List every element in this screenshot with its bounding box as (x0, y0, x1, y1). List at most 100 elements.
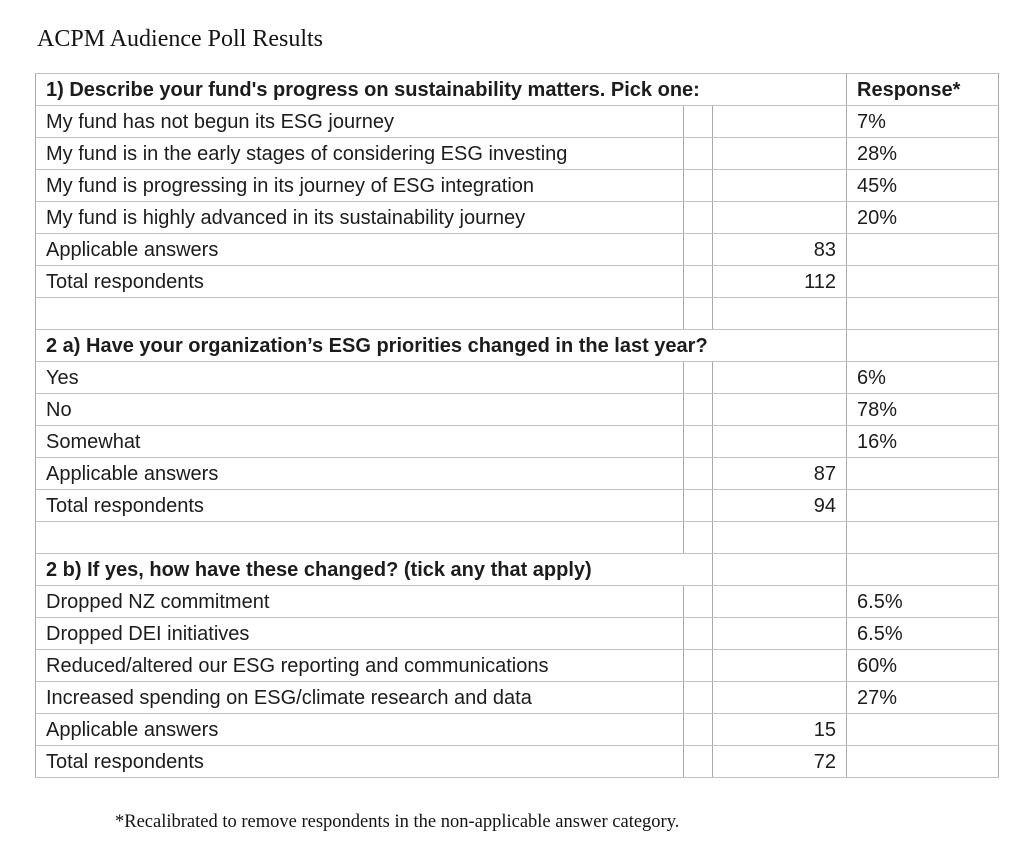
response-cell (846, 233, 1000, 266)
spacer-cell (683, 169, 713, 202)
count-cell (711, 425, 848, 458)
spacer-cell (683, 233, 713, 266)
spacer-cell (683, 681, 713, 714)
answer-label-cell: No (35, 393, 684, 426)
empty-cell (846, 553, 1000, 586)
response-cell (846, 713, 1000, 746)
section-2a-header-row: 2 a) Have your organization’s ESG priori… (34, 329, 1000, 362)
answer-row: Dropped DEI initiatives 6.5% (35, 617, 1000, 650)
count-cell (711, 617, 848, 650)
footnote: *Recalibrated to remove respondents in t… (115, 812, 680, 832)
answer-row: My fund is highly advanced in its sustai… (35, 201, 1000, 234)
response-cell: 78% (846, 393, 1000, 426)
answer-label-cell: My fund is in the early stages of consid… (35, 137, 684, 170)
total-respondents-row: Total respondents 112 (35, 265, 1000, 298)
answer-label-cell: Reduced/altered our ESG reporting and co… (35, 649, 684, 682)
total-respondents-row: Total respondents 94 (35, 489, 1000, 522)
stat-label-cell: Applicable answers (35, 713, 684, 746)
spacer-cell (683, 425, 713, 458)
response-cell: 6% (846, 361, 1000, 394)
applicable-answers-row: Applicable answers 87 (35, 457, 1000, 490)
stat-label-cell: Total respondents (35, 265, 684, 298)
response-cell: 45% (846, 169, 1000, 202)
answer-label-cell: My fund is highly advanced in its sustai… (35, 201, 684, 234)
response-cell (846, 489, 1000, 522)
response-cell (846, 457, 1000, 490)
answer-row: My fund is progressing in its journey of… (35, 169, 1000, 202)
answer-label-cell: Dropped DEI initiatives (35, 617, 684, 650)
answer-row: Yes 6% (35, 361, 1000, 394)
section-2b-header-row: 2 b) If yes, how have these changed? (ti… (35, 553, 1000, 586)
empty-cell (846, 329, 1000, 362)
empty-cell (35, 297, 684, 330)
total-respondents-row: Total respondents 72 (35, 745, 1000, 778)
section-1-header-row: 1) Describe your fund's progress on sust… (34, 73, 1000, 106)
answer-label-cell: Increased spending on ESG/climate resear… (35, 681, 684, 714)
empty-cell (846, 297, 1000, 330)
spacer-cell (683, 745, 713, 778)
count-cell: 94 (711, 489, 848, 522)
page-title: ACPM Audience Poll Results (37, 26, 324, 52)
spacer-cell (683, 489, 713, 522)
answer-row: Dropped NZ commitment 6.5% (35, 585, 1000, 618)
count-cell (711, 201, 848, 234)
answer-label-cell: My fund has not begun its ESG journey (35, 105, 684, 138)
spacer-cell (683, 137, 713, 170)
answer-label-cell: Somewhat (35, 425, 684, 458)
response-cell: 16% (846, 425, 1000, 458)
spacer-cell (683, 649, 713, 682)
question-2b-header-cell: 2 b) If yes, how have these changed? (ti… (35, 553, 713, 586)
count-cell (711, 137, 848, 170)
spacer-cell (683, 457, 713, 490)
empty-cell (711, 297, 848, 330)
stat-label-cell: Total respondents (35, 489, 684, 522)
spacer-cell (683, 585, 713, 618)
answer-row: Reduced/altered our ESG reporting and co… (35, 649, 1000, 682)
empty-cell (35, 521, 684, 554)
stat-label-cell: Applicable answers (35, 457, 684, 490)
answer-row: My fund is in the early stages of consid… (35, 137, 1000, 170)
response-cell: 60% (846, 649, 1000, 682)
count-cell: 72 (711, 745, 848, 778)
spacer-cell (683, 617, 713, 650)
spacer-cell (683, 521, 713, 554)
spacer-cell (683, 393, 713, 426)
response-cell: 28% (846, 137, 1000, 170)
response-cell: 27% (846, 681, 1000, 714)
response-cell: 6.5% (846, 585, 1000, 618)
count-cell (711, 681, 848, 714)
spacer-cell (683, 297, 713, 330)
question-1-header-cell: 1) Describe your fund's progress on sust… (34, 73, 848, 106)
count-cell: 112 (711, 265, 848, 298)
count-cell: 83 (711, 233, 848, 266)
empty-cell (846, 521, 1000, 554)
count-cell (711, 361, 848, 394)
applicable-answers-row: Applicable answers 83 (35, 233, 1000, 266)
empty-cell (711, 521, 848, 554)
stat-label-cell: Applicable answers (35, 233, 684, 266)
count-cell (711, 393, 848, 426)
response-cell: 7% (846, 105, 1000, 138)
spacer-cell (683, 361, 713, 394)
answer-label-cell: Yes (35, 361, 684, 394)
count-cell: 87 (711, 457, 848, 490)
spacer-cell (683, 201, 713, 234)
answer-row: No 78% (35, 393, 1000, 426)
count-cell (711, 649, 848, 682)
answer-row: Increased spending on ESG/climate resear… (35, 681, 1000, 714)
spacer-cell (683, 105, 713, 138)
count-cell (711, 105, 848, 138)
answer-label-cell: My fund is progressing in its journey of… (35, 169, 684, 202)
separator-row (35, 521, 1000, 554)
count-cell (711, 585, 848, 618)
spacer-cell (683, 265, 713, 298)
poll-results-table: 1) Describe your fund's progress on sust… (34, 73, 1000, 778)
answer-row: My fund has not begun its ESG journey 7% (35, 105, 1000, 138)
separator-row (35, 297, 1000, 330)
applicable-answers-row: Applicable answers 15 (35, 713, 1000, 746)
response-cell (846, 265, 1000, 298)
response-cell: 6.5% (846, 617, 1000, 650)
question-2a-header-cell: 2 a) Have your organization’s ESG priori… (34, 329, 848, 362)
response-cell: 20% (846, 201, 1000, 234)
answer-row: Somewhat 16% (35, 425, 1000, 458)
